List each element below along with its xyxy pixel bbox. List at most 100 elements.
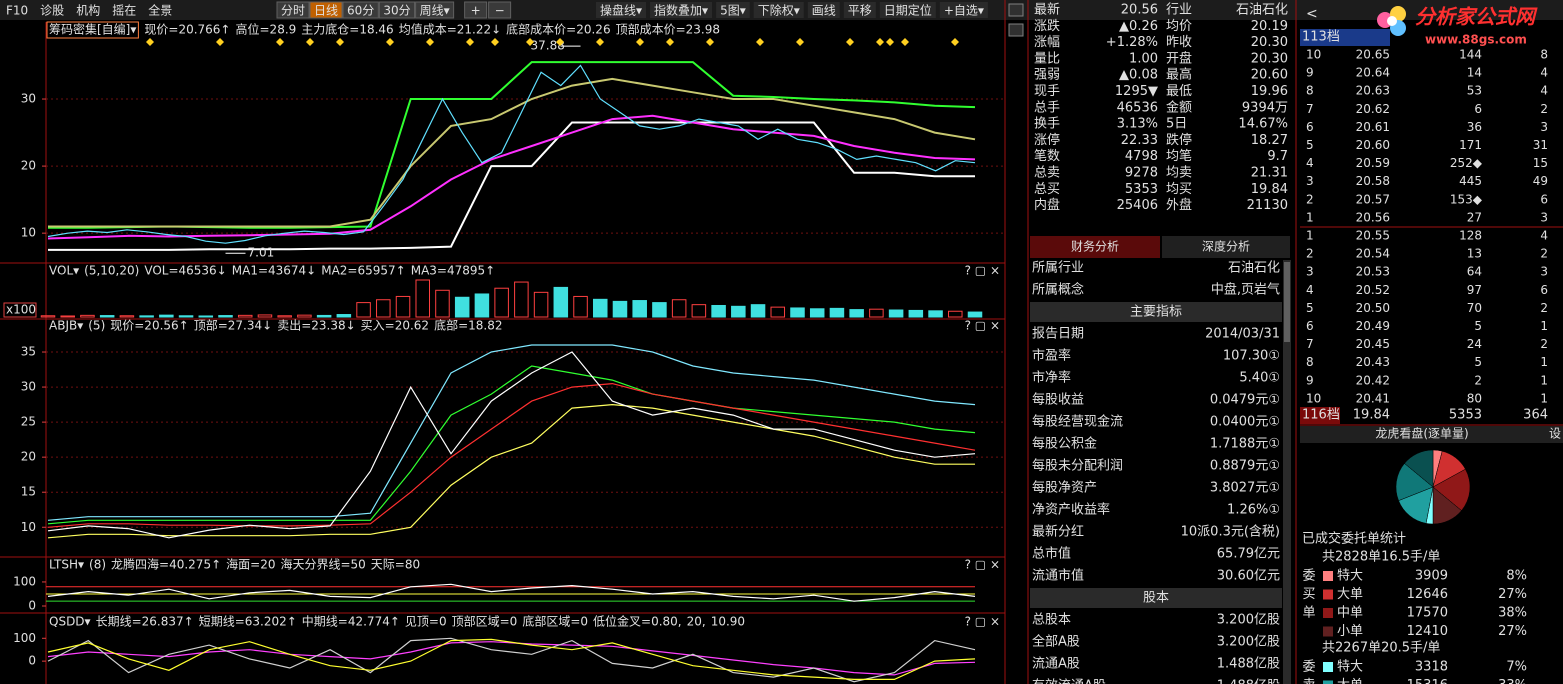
levels-bg: [1300, 29, 1390, 46]
settings-button[interactable]: 设: [1549, 427, 1561, 441]
y-tick-label: 100: [13, 631, 36, 645]
tool-button[interactable]: [650, 2, 713, 18]
book-volume: 128: [1459, 229, 1482, 243]
side-label: 买: [1302, 587, 1315, 602]
stats-percent: 27%: [1498, 624, 1527, 639]
signal-marker: [796, 38, 804, 46]
book-level: 9: [1306, 66, 1314, 80]
toolbar-item[interactable]: 摇在: [112, 4, 136, 18]
volume-bar: [218, 315, 233, 318]
period-button[interactable]: [276, 1, 310, 19]
finance-value: 1.488亿股: [1217, 679, 1280, 684]
signal-marker: [636, 38, 644, 46]
stats-percent: 7%: [1506, 660, 1527, 675]
tool-button[interactable]: [807, 2, 840, 18]
tool-button[interactable]: [716, 2, 750, 18]
finance-label: 报告日期: [1032, 327, 1084, 342]
side-icon[interactable]: [1008, 23, 1024, 37]
toolbar-item[interactable]: 诊股: [40, 4, 64, 18]
book-volume: 97: [1467, 283, 1482, 297]
volume-bar: [671, 299, 687, 318]
scrollbar[interactable]: [1283, 260, 1291, 684]
volume-bar: [474, 293, 490, 318]
signal-marker: [306, 38, 314, 46]
volume-bar: [770, 306, 786, 318]
indicator-label: LTSH▾: [49, 558, 84, 572]
book-price: 20.53: [1356, 265, 1390, 279]
book-volume: 24: [1467, 337, 1482, 351]
stats-volume: 17570: [1407, 606, 1448, 621]
side-icon[interactable]: [1008, 3, 1024, 17]
stats-volume: 12410: [1407, 624, 1448, 639]
period-button[interactable]: [309, 1, 343, 19]
scrollbar-thumb[interactable]: [1284, 262, 1290, 342]
indicator-line: [47, 403, 975, 539]
volume-bar: [237, 314, 253, 318]
quote-label: 笔数: [1034, 148, 1060, 164]
zoom-button[interactable]: [488, 1, 512, 19]
indicator-label: MA3=47895↑: [411, 264, 495, 278]
quote-label: 涨停: [1034, 132, 1060, 148]
quote-value: 14.67%: [1238, 117, 1288, 132]
book-volume: 53: [1467, 84, 1482, 98]
quote-label: 均卖: [1166, 166, 1192, 181]
finance-value: 0.0400元①: [1210, 415, 1280, 430]
quote-label: 均价: [1166, 19, 1192, 34]
volume-bar: [415, 279, 431, 318]
indicator-line: [47, 64, 976, 244]
indicator-label: 现价=20.56↑: [110, 319, 188, 333]
volume-bar: [316, 314, 332, 318]
signal-marker: [146, 38, 154, 46]
finance-value: 2014/03/31: [1205, 327, 1280, 342]
stats-name: 大单: [1337, 587, 1363, 602]
book-volume: 36: [1467, 120, 1482, 134]
panel-controls: ? ▢ ×: [965, 319, 1000, 333]
finance-value: 石油石化: [1228, 261, 1280, 276]
book-price: 20.50: [1356, 301, 1390, 315]
legend-swatch: [1323, 608, 1333, 618]
tool-button[interactable]: [596, 2, 647, 18]
book-price: 20.42: [1356, 373, 1390, 387]
finance-label: 所属行业: [1032, 261, 1084, 276]
toolbar-item[interactable]: 全景: [148, 3, 172, 18]
tool-button[interactable]: [879, 2, 936, 18]
period-button[interactable]: [378, 1, 416, 19]
book-level: 9: [1306, 373, 1314, 387]
indicator-label: 底部区域=0: [522, 614, 588, 629]
book-count: 1: [1540, 391, 1548, 405]
period-button[interactable]: [415, 1, 455, 19]
tool-button[interactable]: [939, 2, 988, 18]
tool-button[interactable]: [753, 2, 804, 18]
quote-label: 昨收: [1166, 35, 1192, 50]
book-price: 20.49: [1356, 319, 1390, 333]
book-level: 6: [1306, 120, 1314, 134]
tab[interactable]: 深度分析: [1202, 239, 1250, 254]
finance-label: 总市值: [1032, 546, 1071, 562]
volume-bar: [277, 315, 292, 318]
book-price: 20.59: [1356, 156, 1390, 170]
finance-value: 3.200亿股: [1217, 613, 1280, 628]
period-button[interactable]: [342, 1, 379, 19]
toolbar-item[interactable]: F10: [6, 4, 28, 18]
levels-label: 113档: [1302, 30, 1340, 45]
period-label: 30分: [383, 4, 410, 18]
toolbar-item[interactable]: 机构: [76, 3, 100, 18]
back-button[interactable]: <: [1306, 6, 1318, 22]
volume-bar: [336, 314, 352, 318]
finance-value: 1.7188元①: [1210, 437, 1280, 452]
indicator-line: [47, 365, 976, 525]
volume-bar: [731, 305, 746, 318]
tool-button[interactable]: [843, 2, 876, 18]
book-level: 5: [1306, 138, 1314, 152]
indicator-name-box[interactable]: [46, 21, 139, 39]
quote-label: 外盘: [1166, 197, 1192, 213]
quote-label: 总卖: [1034, 166, 1060, 181]
quote-label: 跌停: [1166, 132, 1192, 148]
indicator-label: 底部成本价=20.26: [506, 22, 610, 37]
zoom-button[interactable]: [464, 1, 488, 19]
quote-value: 20.60: [1251, 68, 1288, 83]
stats-summary: 共2267单20.5手/单: [1322, 641, 1440, 656]
volume-bar: [356, 302, 371, 318]
finance-label: 流通市值: [1032, 568, 1084, 584]
tab[interactable]: 财务分析: [1071, 239, 1119, 254]
